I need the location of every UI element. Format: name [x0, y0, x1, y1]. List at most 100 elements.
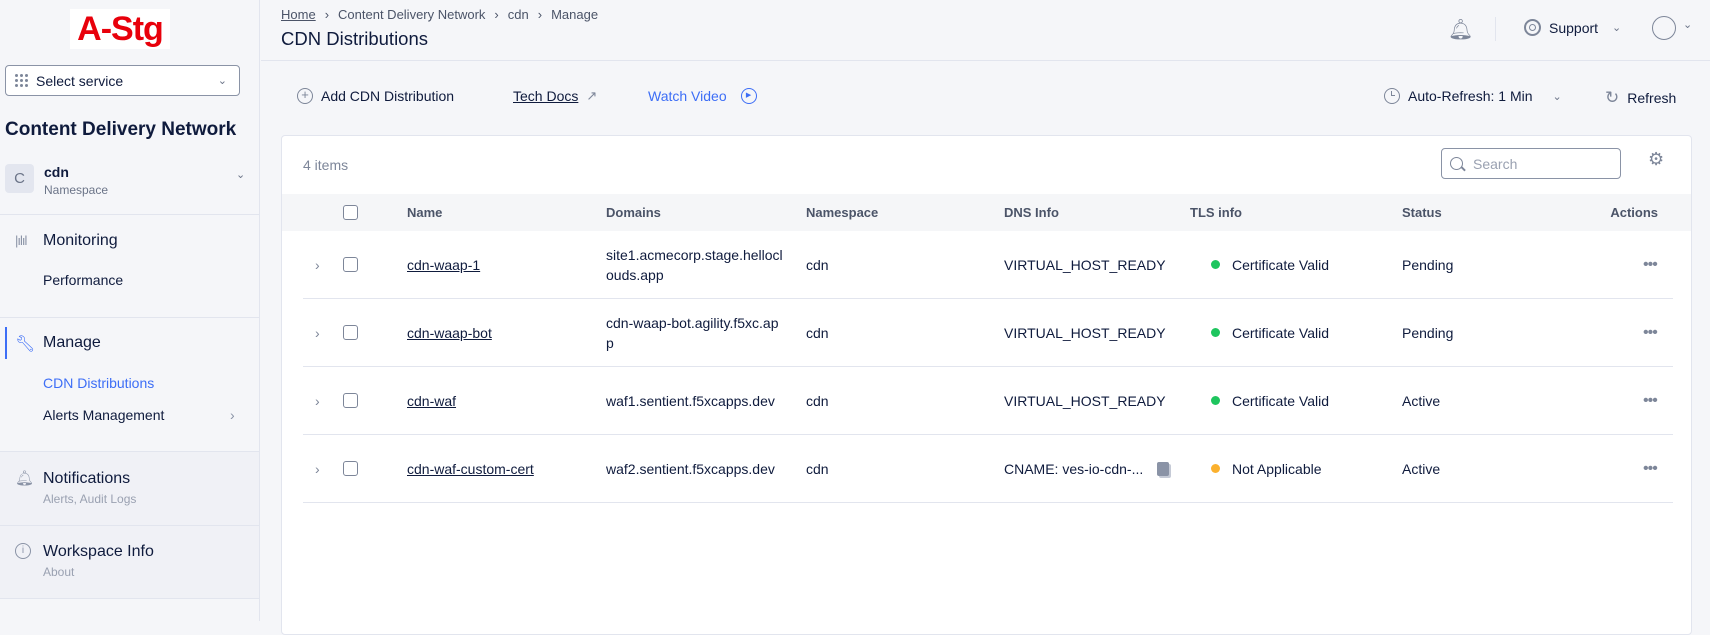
more-actions-icon[interactable]: •••	[1643, 255, 1658, 273]
divider	[1495, 17, 1496, 41]
select-all-checkbox[interactable]	[343, 205, 358, 220]
auto-refresh-label: Auto-Refresh: 1 Min	[1408, 88, 1533, 104]
support-label: Support	[1549, 19, 1599, 36]
bell-icon: 🔔︎	[15, 470, 35, 487]
refresh-label: Refresh	[1627, 90, 1677, 106]
chevron-right-icon: ›	[537, 7, 543, 22]
distribution-name-link[interactable]: cdn-waap-bot	[407, 324, 492, 341]
tls-status-dot	[1211, 260, 1220, 269]
namespace-label: Namespace	[44, 183, 109, 197]
row-checkbox-cell	[343, 435, 358, 502]
active-indicator	[5, 327, 7, 359]
search-input[interactable]: Search	[1441, 148, 1621, 179]
namespace-cell: cdn	[806, 256, 829, 273]
domains-cell: waf2.sentient.f5xcapps.dev	[606, 460, 775, 477]
service-title: Content Delivery Network	[5, 119, 237, 140]
search-placeholder: Search	[1473, 155, 1518, 172]
expand-chevron-icon[interactable]: ›	[315, 324, 320, 341]
more-actions-icon[interactable]: •••	[1643, 391, 1658, 409]
table-row: › cdn-waf-custom-cert waf2.sentient.f5xc…	[303, 435, 1673, 503]
status-cell: Pending	[1402, 256, 1454, 273]
expand-chevron-icon[interactable]: ›	[315, 392, 320, 409]
divider	[0, 214, 259, 215]
column-domains[interactable]: Domains	[606, 205, 661, 220]
more-actions-icon[interactable]: •••	[1643, 323, 1658, 341]
divider	[0, 525, 259, 526]
environment-logo: A-Stg	[70, 9, 170, 49]
chevron-right-icon: ›	[230, 407, 235, 423]
distribution-name-link[interactable]: cdn-waf	[407, 392, 457, 409]
notifications-subtitle: Alerts, Audit Logs	[43, 492, 137, 506]
sidebar-section-workspace-info[interactable]: Workspace Info	[43, 543, 154, 560]
name-cell: cdn-waf-custom-cert	[407, 435, 534, 502]
row-checkbox[interactable]	[343, 325, 358, 340]
row-checkbox[interactable]	[343, 393, 358, 408]
chevron-down-icon: ⌄	[236, 169, 246, 181]
tech-docs-label: Tech Docs	[513, 88, 579, 104]
search-icon	[1450, 157, 1466, 172]
distribution-name-link[interactable]: cdn-waf-custom-cert	[407, 460, 534, 477]
watch-video-link[interactable]: Watch Video ▶	[648, 88, 757, 104]
row-checkbox[interactable]	[343, 257, 358, 272]
column-name[interactable]: Name	[407, 205, 443, 220]
dns-info-cell: CNAME: ves-io-cdn-...	[1004, 435, 1170, 502]
clock-icon	[1384, 88, 1400, 104]
sidebar-item-alerts-management[interactable]: Alerts Management ›	[43, 407, 238, 423]
namespace-selector[interactable]: C cdn Namespace ⌄	[5, 164, 255, 197]
namespace-name: cdn	[44, 164, 69, 180]
status-cell: Active	[1402, 460, 1441, 477]
table-row: › cdn-waf waf1.sentient.f5xcapps.dev cdn…	[303, 367, 1673, 435]
sidebar-section-manage[interactable]: Manage	[43, 334, 101, 351]
page-title: CDN Distributions	[281, 28, 429, 49]
dns-info-text: VIRTUAL_HOST_READY	[1004, 324, 1166, 341]
tech-docs-link[interactable]: Tech Docs ↗	[513, 88, 597, 104]
tls-status-dot	[1211, 328, 1220, 337]
divider	[0, 598, 259, 599]
expand-chevron-icon[interactable]: ›	[315, 256, 320, 273]
name-cell: cdn-waap-bot	[407, 299, 492, 366]
divider	[0, 317, 259, 318]
domains-cell: waf1.sentient.f5xcapps.dev	[606, 392, 775, 409]
support-menu[interactable]: Support ⌄	[1524, 19, 1621, 36]
plus-circle-icon: +	[297, 88, 313, 104]
name-cell: cdn-waap-1	[407, 231, 480, 298]
column-tls-info[interactable]: TLS info	[1190, 205, 1242, 220]
sidebar-item-cdn-distributions[interactable]: CDN Distributions	[43, 375, 155, 391]
breadcrumb-home[interactable]: Home	[281, 7, 316, 22]
column-namespace[interactable]: Namespace	[806, 205, 879, 220]
sidebar-section-monitoring[interactable]: Monitoring	[43, 232, 118, 249]
dns-info-cell: VIRTUAL_HOST_READY	[1004, 231, 1166, 298]
lifebuoy-icon	[1524, 19, 1541, 36]
row-checkbox[interactable]	[343, 461, 358, 476]
app-grid-icon	[15, 74, 28, 87]
dns-info-text: CNAME: ves-io-cdn-...	[1004, 460, 1144, 477]
more-actions-icon[interactable]: •••	[1643, 459, 1658, 477]
notifications-bell-icon[interactable]: 🔔︎	[1448, 19, 1474, 41]
column-dns-info[interactable]: DNS Info	[1004, 205, 1059, 220]
external-link-icon: ↗	[586, 88, 598, 103]
divider	[0, 451, 259, 452]
breadcrumb-item: Content Delivery Network	[338, 7, 486, 22]
row-checkbox-cell	[343, 299, 358, 366]
distribution-name-link[interactable]: cdn-waap-1	[407, 256, 481, 273]
refresh-button[interactable]: ↻ Refresh	[1605, 88, 1676, 108]
user-avatar-icon[interactable]	[1652, 16, 1676, 40]
distributions-table-panel: 4 items Search ⚙ Name Domains Namespace …	[281, 135, 1692, 635]
expand-chevron-icon[interactable]: ›	[315, 460, 320, 477]
add-label: Add CDN Distribution	[321, 88, 455, 104]
gear-icon[interactable]: ⚙	[1648, 149, 1665, 169]
select-service-dropdown[interactable]: Select service ⌄	[5, 65, 240, 96]
chevron-down-icon[interactable]: ⌄	[1683, 19, 1693, 31]
copy-icon[interactable]	[1157, 461, 1170, 476]
breadcrumb: Home › Content Delivery Network › cdn › Man…	[281, 7, 598, 22]
auto-refresh-dropdown[interactable]: Auto-Refresh: 1 Min ⌄	[1384, 88, 1562, 104]
sidebar-item-performance[interactable]: Performance	[43, 272, 124, 288]
name-cell: cdn-waf	[407, 367, 456, 434]
add-cdn-distribution-button[interactable]: + Add CDN Distribution	[297, 88, 454, 104]
play-circle-icon: ▶	[740, 88, 757, 104]
column-status[interactable]: Status	[1402, 205, 1442, 220]
chevron-right-icon: ›	[324, 7, 330, 22]
row-checkbox-cell	[343, 231, 358, 298]
dns-info-text: VIRTUAL_HOST_READY	[1004, 392, 1166, 409]
sidebar-section-notifications[interactable]: Notifications	[43, 470, 131, 487]
